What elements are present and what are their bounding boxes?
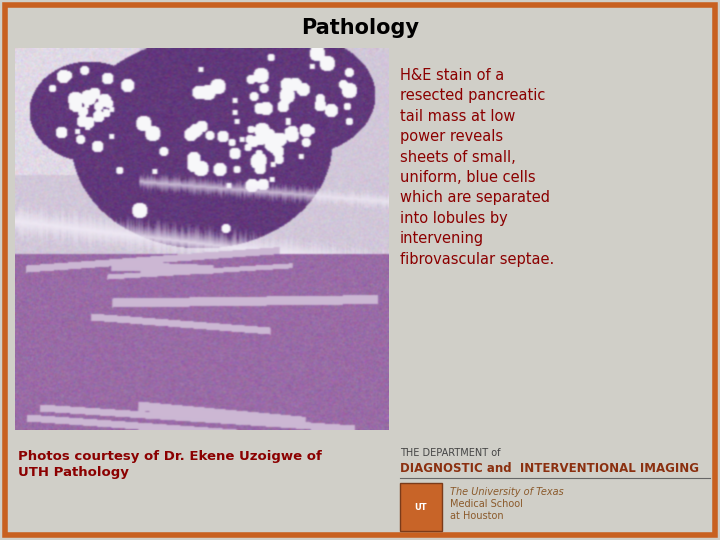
Text: THE DEPARTMENT of: THE DEPARTMENT of (400, 448, 500, 458)
Text: Medical School: Medical School (450, 499, 523, 509)
Text: DIAGNOSTIC and  INTERVENTIONAL IMAGING: DIAGNOSTIC and INTERVENTIONAL IMAGING (400, 462, 699, 475)
Text: UT: UT (415, 503, 427, 511)
Text: Photos courtesy of Dr. Ekene Uzoigwe of
UTH Pathology: Photos courtesy of Dr. Ekene Uzoigwe of … (18, 450, 322, 479)
Text: The University of Texas: The University of Texas (450, 487, 564, 497)
Text: at Houston: at Houston (450, 511, 503, 521)
Text: H&E stain of a
resected pancreatic
tail mass at low
power reveals
sheets of smal: H&E stain of a resected pancreatic tail … (400, 68, 554, 267)
Bar (400, 483, 442, 531)
Text: Pathology: Pathology (301, 18, 419, 38)
